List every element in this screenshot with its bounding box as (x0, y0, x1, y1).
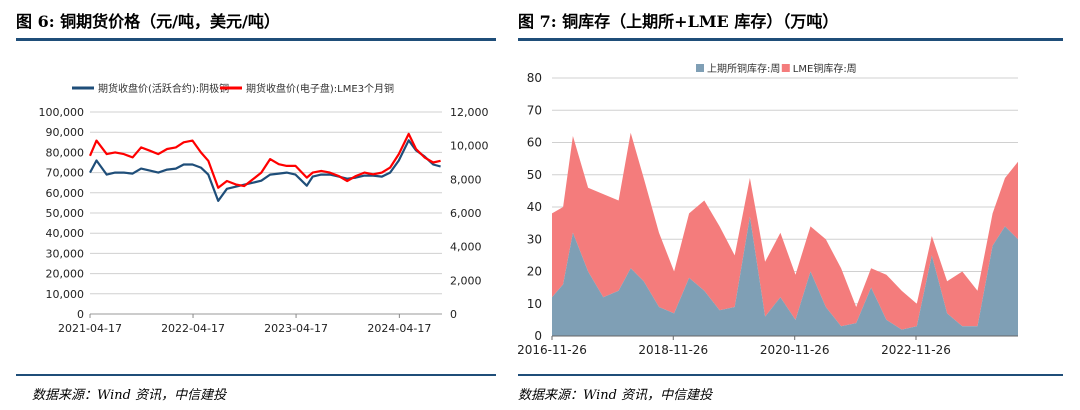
y-left-tick-label: 30,000 (46, 247, 85, 260)
y-right-tick-label: 12,000 (450, 106, 489, 119)
copper-futures-price-chart: 0 10,000 20,000 30,000 40,000 50,000 60,000 70,… (39, 82, 489, 335)
x-tick-label: 2018-11-26 (638, 343, 708, 357)
y-left-tick-label: 90,000 (46, 126, 85, 139)
x-tick-label: 2016-11-26 (517, 343, 587, 357)
x-tick-label: 2022-04-17 (161, 322, 225, 335)
y-tick-label: 60 (527, 136, 542, 150)
x-tick-label: 2024-04-17 (367, 322, 431, 335)
figure-7-title: 图 7: 铜库存（上期所+LME 库存）（万吨） (518, 12, 839, 31)
x-tick-label: 2020-11-26 (760, 343, 830, 357)
copper-inventory-chart: 0 10 20 30 40 50 60 70 80 2016-11-26 2018-11-26 202… (517, 62, 1018, 357)
title-divider-left (16, 38, 496, 41)
figure-6-source: 数据来源：Wind 资讯，中信建投 (32, 388, 227, 403)
y-left-tick-label: 80,000 (46, 146, 85, 159)
y-right-tick-label: 4,000 (450, 241, 482, 254)
y-tick-label: 50 (527, 168, 542, 182)
y-left-tick-label: 20,000 (46, 268, 85, 281)
x-tick-label: 2023-04-17 (264, 322, 328, 335)
y-right-tick-label: 6,000 (450, 207, 482, 220)
title-divider-right (518, 38, 1063, 41)
y-tick-label: 80 (527, 71, 542, 85)
y-right-tick-label: 8,000 (450, 173, 482, 186)
area-shfe-inventory (552, 216, 1018, 336)
source-divider-left (16, 374, 496, 376)
legend-label: LME铜库存:周 (793, 62, 857, 75)
figure-6-title: 图 6: 铜期货价格（元/吨，美元/吨） (16, 12, 280, 31)
y-left-tick-label: 60,000 (46, 187, 85, 200)
x-tick-label: 2021-04-17 (58, 322, 122, 335)
y-tick-label: 40 (527, 200, 542, 214)
series-line (89, 139, 441, 202)
y-tick-label: 70 (527, 103, 542, 117)
y-right-tick-label: 10,000 (450, 140, 489, 153)
legend-swatch (781, 64, 790, 72)
source-divider-right (518, 374, 1063, 376)
y-left-tick-label: 100,000 (39, 106, 85, 119)
y-left-tick-label: 40,000 (46, 227, 85, 240)
y-left-tick-label: 50,000 (46, 207, 85, 220)
series-line (88, 132, 441, 189)
y-left-tick-label: 70,000 (46, 167, 85, 180)
x-tick-label: 2022-11-26 (881, 343, 951, 357)
y-right-tick-label: 2,000 (450, 274, 482, 287)
y-left-tick-label: 0 (77, 308, 84, 321)
y-tick-label: 30 (527, 232, 542, 246)
y-tick-label: 20 (527, 265, 542, 279)
legend-label: 上期所铜库存:周 (707, 62, 780, 75)
legend-label: 期货收盘价(活跃合约):阴极铜 (98, 82, 229, 95)
legend-swatch (696, 64, 704, 72)
legend-label: 期货收盘价(电子盘):LME3个月铜 (246, 82, 394, 95)
area-lme-inventory (552, 132, 1018, 330)
y-tick-label: 0 (534, 329, 542, 343)
y-tick-label: 10 (527, 297, 542, 311)
y-left-tick-label: 10,000 (46, 288, 85, 301)
y-right-tick-label: 0 (450, 308, 457, 321)
figure-7-source: 数据来源：Wind 资讯，中信建投 (518, 388, 713, 403)
